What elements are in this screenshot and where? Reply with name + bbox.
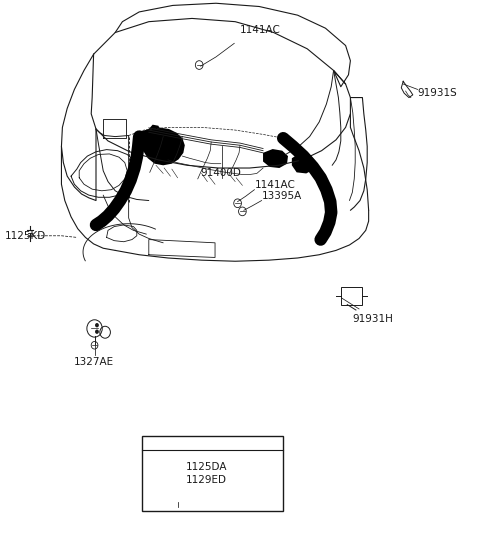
Text: 91931H: 91931H (353, 314, 394, 324)
Polygon shape (142, 127, 185, 165)
Text: 1125KD: 1125KD (5, 231, 46, 241)
Text: 91931S: 91931S (418, 88, 457, 98)
Text: 1141AC: 1141AC (254, 180, 295, 190)
Polygon shape (292, 153, 316, 173)
Bar (341, 287, 362, 305)
Text: 91400D: 91400D (201, 168, 241, 178)
Polygon shape (263, 149, 288, 168)
Text: 1129ED: 1129ED (186, 475, 227, 485)
Circle shape (95, 330, 99, 334)
Text: 1141AC: 1141AC (240, 25, 281, 35)
Text: 1327AE: 1327AE (73, 357, 114, 366)
Text: 13395A: 13395A (262, 191, 302, 201)
Text: 1129ED: 1129ED (186, 475, 227, 485)
Polygon shape (148, 125, 161, 137)
Bar (142, 436, 283, 511)
Text: 1125DA: 1125DA (186, 462, 228, 472)
Text: 1125DA: 1125DA (186, 462, 228, 472)
Circle shape (95, 323, 99, 327)
